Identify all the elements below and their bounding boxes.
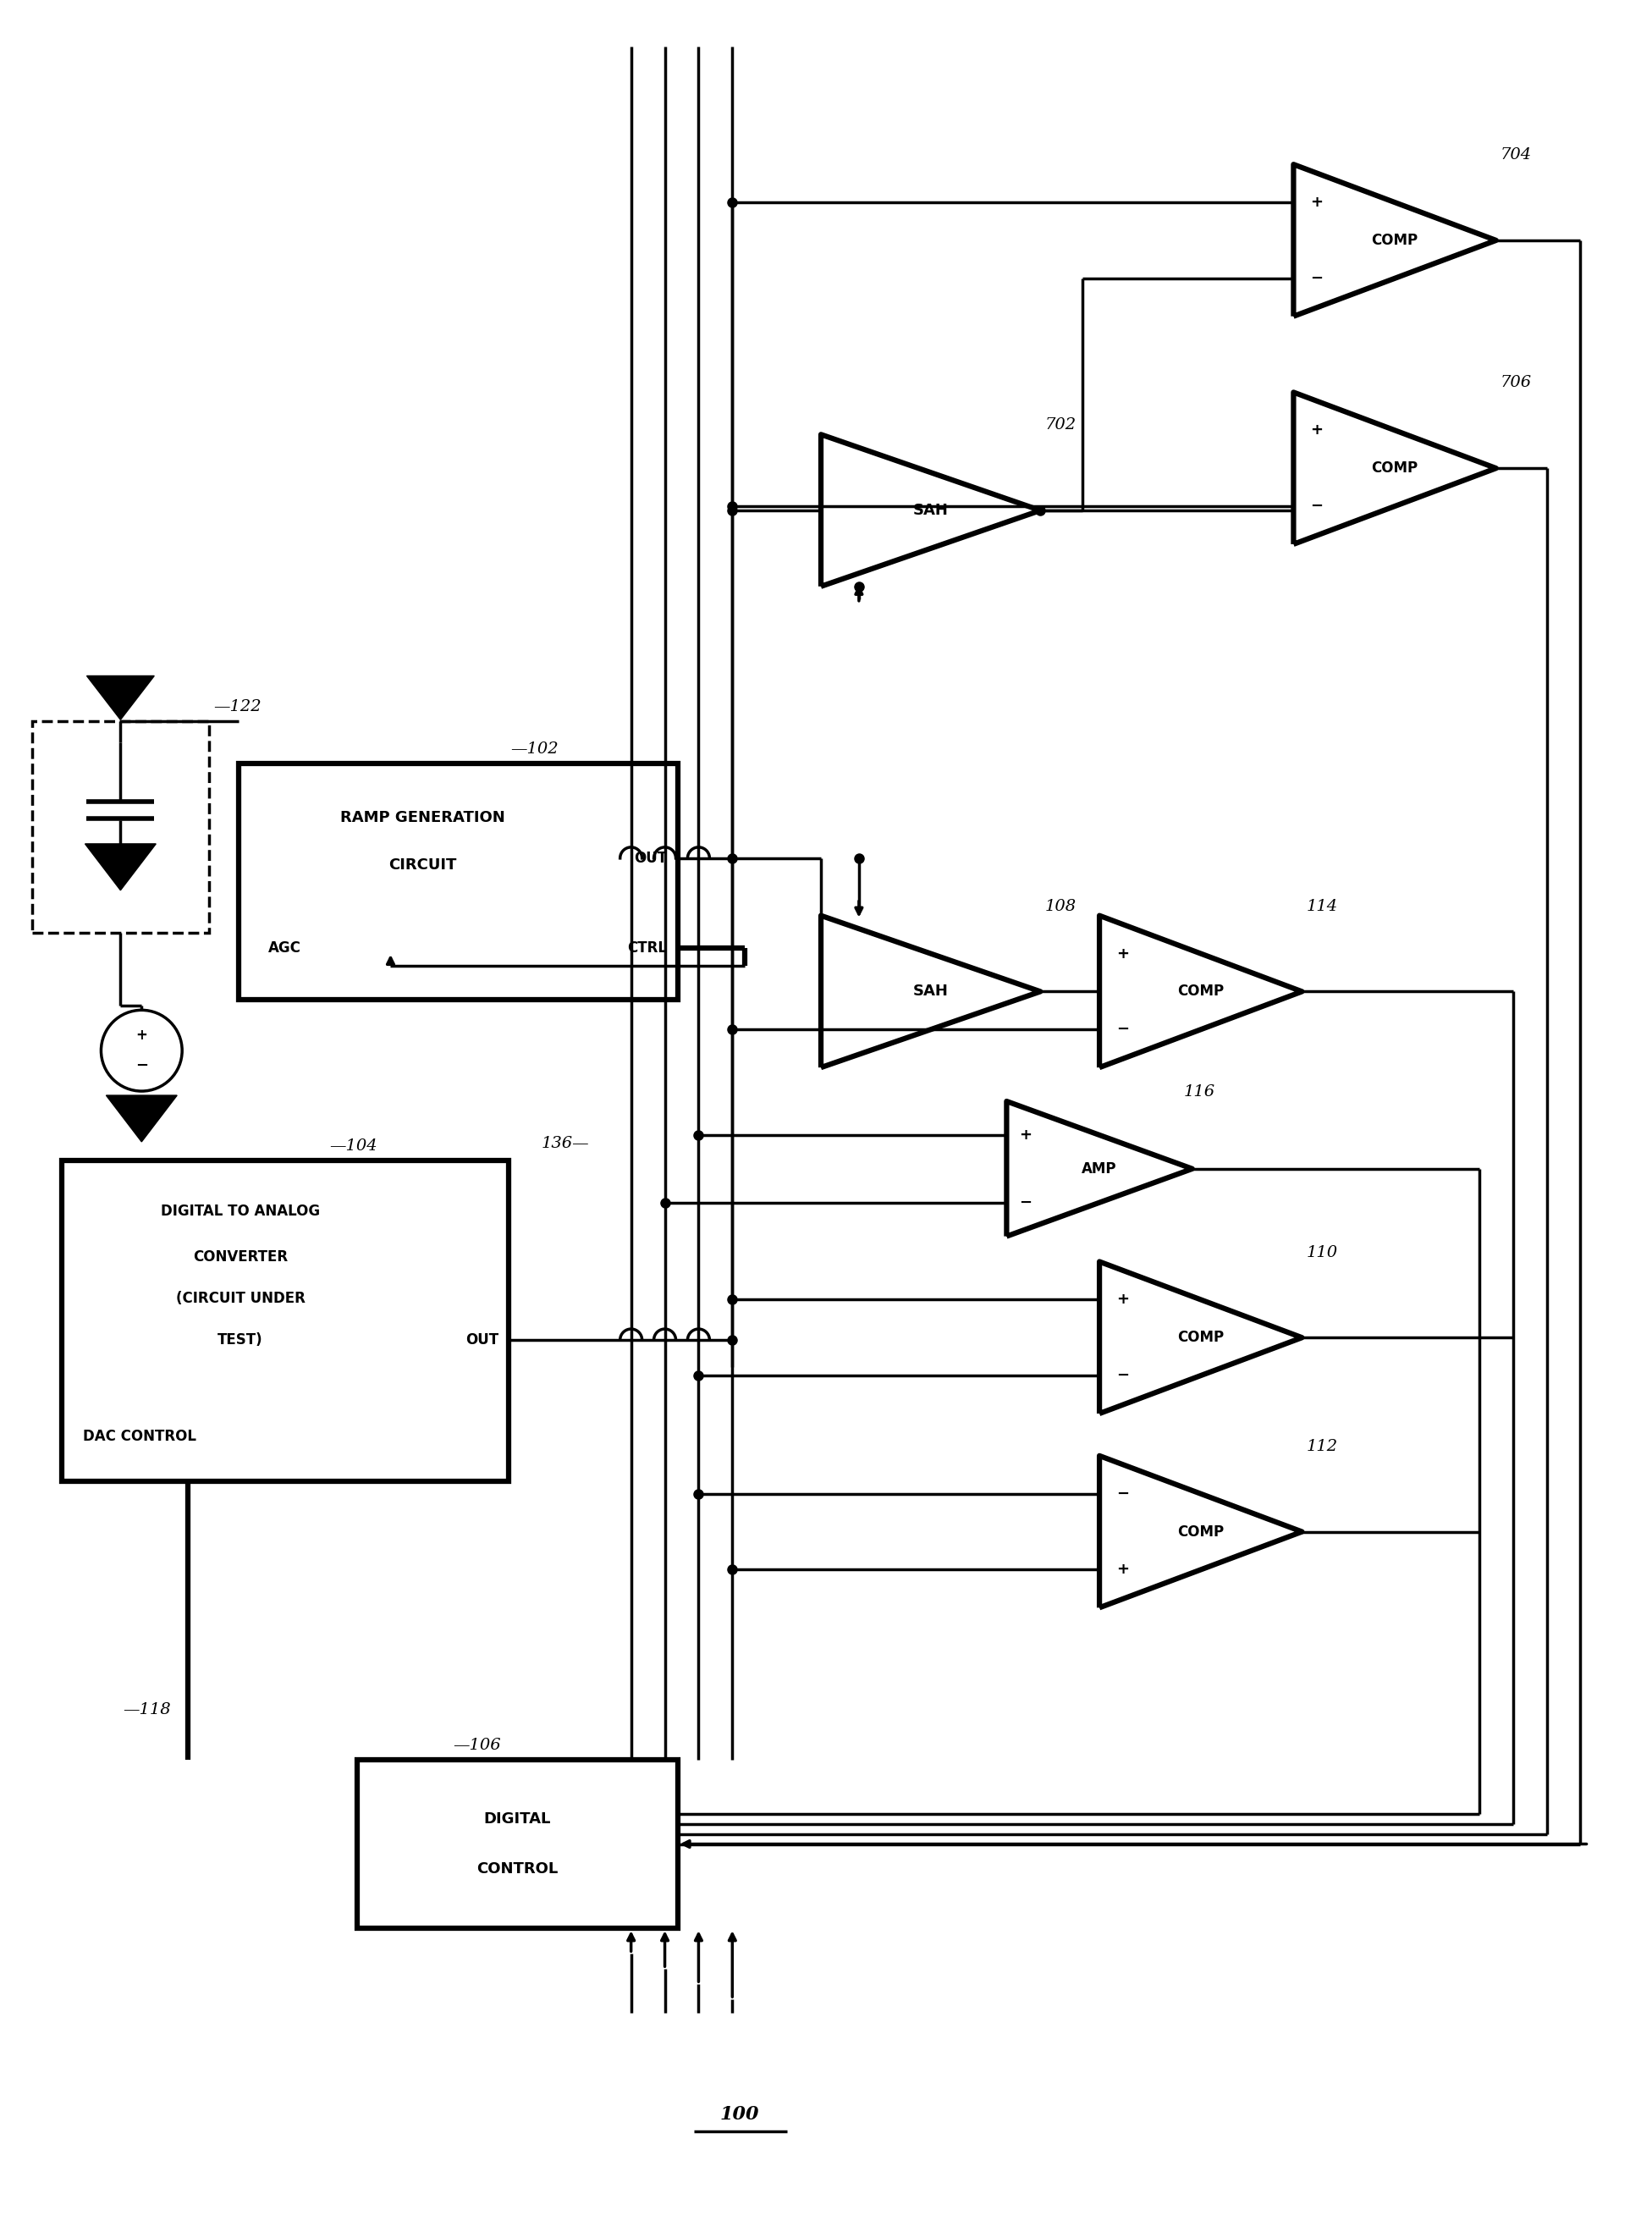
Text: +: + xyxy=(1019,1127,1032,1142)
Text: COMP: COMP xyxy=(1371,234,1417,247)
Bar xyxy=(61,1160,509,1481)
Text: 114: 114 xyxy=(1307,900,1338,913)
Text: AMP: AMP xyxy=(1082,1160,1117,1176)
Polygon shape xyxy=(84,844,155,891)
Text: COMP: COMP xyxy=(1178,984,1224,1000)
Text: SAH: SAH xyxy=(914,503,948,519)
Text: 110: 110 xyxy=(1307,1245,1338,1260)
Text: −: − xyxy=(1117,1022,1128,1038)
Text: (CIRCUIT UNDER: (CIRCUIT UNDER xyxy=(175,1292,306,1305)
Text: −: − xyxy=(1019,1196,1032,1209)
Text: —122: —122 xyxy=(213,699,261,715)
Text: −: − xyxy=(1117,1485,1128,1501)
Text: 136—: 136— xyxy=(540,1136,588,1151)
Text: DIGITAL TO ANALOG: DIGITAL TO ANALOG xyxy=(160,1205,320,1218)
Text: —102: —102 xyxy=(510,742,558,757)
Text: DAC CONTROL: DAC CONTROL xyxy=(83,1428,197,1443)
Text: 706: 706 xyxy=(1500,376,1531,390)
Text: SAH: SAH xyxy=(914,984,948,1000)
Text: +: + xyxy=(1310,423,1323,439)
Text: −: − xyxy=(1310,272,1323,285)
Text: TEST): TEST) xyxy=(218,1332,263,1347)
Text: +: + xyxy=(1310,194,1323,209)
Text: COMP: COMP xyxy=(1178,1523,1224,1539)
Text: OUT: OUT xyxy=(634,851,667,866)
Text: CTRL: CTRL xyxy=(628,940,667,955)
Text: OUT: OUT xyxy=(466,1332,499,1347)
Text: +: + xyxy=(135,1027,147,1042)
Text: 704: 704 xyxy=(1500,147,1531,163)
Text: AGC: AGC xyxy=(268,940,301,955)
Text: —104: —104 xyxy=(330,1138,378,1154)
Text: 116: 116 xyxy=(1184,1085,1216,1100)
Text: CIRCUIT: CIRCUIT xyxy=(388,857,458,873)
Bar xyxy=(357,1759,677,1929)
Text: −: − xyxy=(1310,499,1323,514)
Text: COMP: COMP xyxy=(1178,1330,1224,1345)
Bar xyxy=(238,764,677,1000)
Text: 702: 702 xyxy=(1044,416,1075,432)
Bar xyxy=(31,722,210,933)
Text: +: + xyxy=(1117,1292,1128,1307)
Text: COMP: COMP xyxy=(1371,461,1417,477)
Polygon shape xyxy=(106,1096,177,1142)
Text: −: − xyxy=(135,1058,149,1073)
Text: —106: —106 xyxy=(453,1737,501,1753)
Text: −: − xyxy=(1117,1367,1128,1383)
Text: CONVERTER: CONVERTER xyxy=(193,1249,287,1265)
Text: +: + xyxy=(1117,1561,1128,1577)
Polygon shape xyxy=(88,675,154,719)
Text: RAMP GENERATION: RAMP GENERATION xyxy=(340,811,506,826)
Text: DIGITAL: DIGITAL xyxy=(484,1811,550,1826)
Text: 108: 108 xyxy=(1044,900,1075,913)
Text: +: + xyxy=(1117,946,1128,962)
Text: 100: 100 xyxy=(720,2105,758,2122)
Text: —118: —118 xyxy=(124,1701,172,1717)
Text: 112: 112 xyxy=(1307,1439,1338,1454)
Text: CONTROL: CONTROL xyxy=(476,1862,558,1877)
